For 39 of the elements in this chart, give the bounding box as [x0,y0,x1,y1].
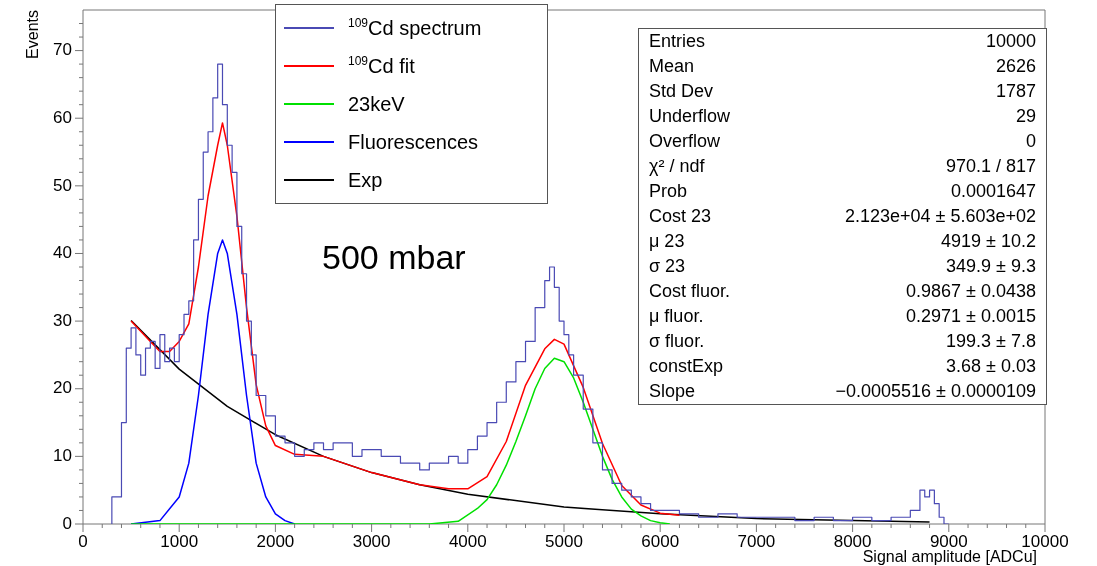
legend-label: $^{109}$Cd fit [348,54,415,78]
y-tick-label: 20 [53,378,72,398]
x-tick-label: 1000 [160,532,199,552]
x-axis-title: Signal amplitude [ADCu] [862,548,1037,566]
x-tick-label: 3000 [352,532,391,552]
y-tick-label: 60 [53,107,72,127]
text: Underflow 29 [649,106,1036,126]
y-tick-label: 0 [62,513,72,533]
text: Cost 23 2.123e+04 ± 5.603e+02 [649,206,1036,226]
legend-label: Fluorescences [348,130,479,154]
y-tick-label: 30 [53,310,72,330]
legend-label: $^{109}$Cd spectrum [348,16,482,40]
x-tick-label: 7000 [737,532,776,552]
text: σ 23 349.9 ± 9.3 [649,256,1036,276]
text: Prob 0.0001647 [649,181,1036,201]
text: σ fluor. 199.3 ± 7.8 [649,331,1036,351]
y-axis-title: Events [24,10,42,59]
x-tick-label: 6000 [641,532,680,552]
text: Overflow 0 [649,131,1036,151]
text: constExp 3.68 ± 0.03 [649,356,1036,376]
text: Mean 2626 [649,56,1036,76]
text: Entries 10000 [649,31,1036,51]
text: μ 23 4919 ± 10.2 [649,231,1036,251]
x-tick-label: 0 [78,532,88,552]
legend-label: Exp [348,168,383,192]
x-tick-label: 2000 [256,532,295,552]
y-tick-label: 40 [53,243,72,263]
x-tick-label: 4000 [448,532,487,552]
y-tick-label: 70 [53,40,72,60]
annotation: 500 mbar [322,238,466,277]
legend-label: 23keV [348,92,405,116]
y-tick-label: 10 [53,446,72,466]
text: χ² / ndf 970.1 / 817 [649,156,1036,176]
text: Std Dev 1787 [649,81,1036,101]
text: Cost fluor. 0.9867 ± 0.0438 [649,281,1036,301]
text: Slope −0.0005516 ± 0.0000109 [649,381,1036,401]
x-tick-label: 5000 [545,532,583,552]
y-tick-label: 50 [53,175,72,195]
text: μ fluor. 0.2971 ± 0.0015 [649,306,1036,326]
